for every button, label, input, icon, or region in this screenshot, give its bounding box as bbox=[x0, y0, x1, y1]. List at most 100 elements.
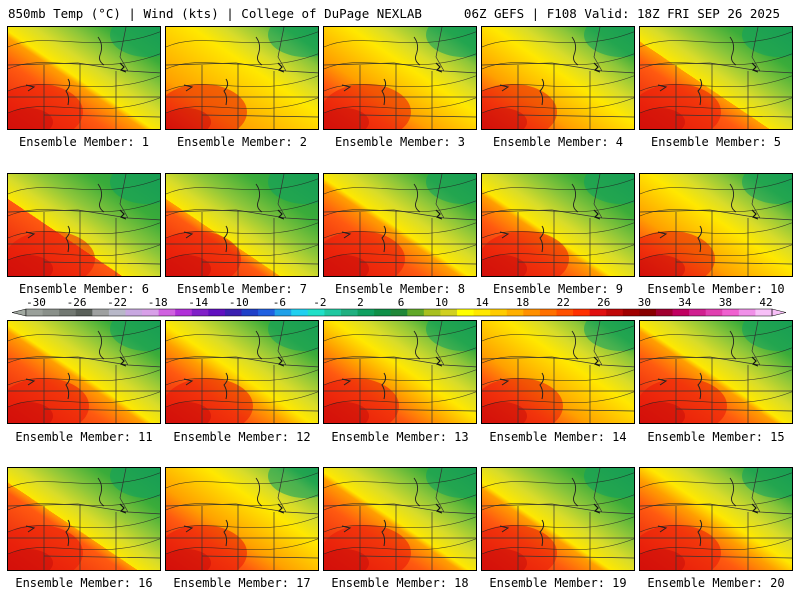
ensemble-member-map bbox=[481, 26, 635, 130]
colorbar-swatch bbox=[191, 309, 209, 316]
colorbar-swatch bbox=[622, 309, 640, 316]
colorbar-swatch bbox=[639, 309, 657, 316]
ensemble-member-map bbox=[165, 467, 319, 571]
colorbar-tick-label: 6 bbox=[398, 296, 405, 309]
colorbar-tick-label: 34 bbox=[678, 296, 692, 309]
colorbar-swatch bbox=[490, 309, 508, 316]
colorbar-swatch bbox=[506, 309, 524, 316]
ensemble-member-label: Ensemble Member: 4 bbox=[492, 135, 624, 149]
ensemble-member-map bbox=[639, 467, 793, 571]
ensemble-member-map bbox=[7, 26, 161, 130]
colorbar-swatch bbox=[407, 309, 425, 316]
ensemble-member-map bbox=[165, 26, 319, 130]
ensemble-member-label: Ensemble Member: 17 bbox=[173, 576, 311, 590]
colorbar-tick-label: 42 bbox=[759, 296, 772, 309]
colorbar-swatch bbox=[689, 309, 707, 316]
ensemble-member-map bbox=[639, 173, 793, 277]
colorbar-tick-label: 38 bbox=[719, 296, 732, 309]
ensemble-member-map bbox=[7, 173, 161, 277]
colorbar-swatch bbox=[357, 309, 375, 316]
colorbar-swatch bbox=[340, 309, 359, 316]
ensemble-member-map bbox=[165, 320, 319, 424]
colorbar-swatch bbox=[423, 309, 441, 316]
ensemble-member-label: Ensemble Member: 8 bbox=[334, 282, 466, 296]
ensemble-member-label: Ensemble Member: 12 bbox=[173, 430, 311, 444]
colorbar-swatch bbox=[573, 309, 591, 316]
ensemble-member-label: Ensemble Member: 9 bbox=[492, 282, 624, 296]
ensemble-member-map bbox=[323, 320, 477, 424]
colorbar-swatch bbox=[26, 309, 44, 316]
ensemble-member-label: Ensemble Member: 15 bbox=[647, 430, 785, 444]
ensemble-member-label: Ensemble Member: 19 bbox=[489, 576, 627, 590]
page-title: 850mb Temp (°C) | Wind (kts) | College o… bbox=[8, 6, 422, 21]
colorbar-swatch bbox=[307, 309, 325, 316]
ensemble-member-label: Ensemble Member: 7 bbox=[176, 282, 308, 296]
colorbar-swatch bbox=[258, 309, 276, 316]
ensemble-member-map bbox=[7, 320, 161, 424]
colorbar-swatch bbox=[158, 309, 176, 316]
colorbar-tick-label: -30 bbox=[26, 296, 46, 309]
colorbar-swatch bbox=[457, 309, 475, 316]
colorbar-swatch bbox=[390, 309, 408, 316]
ensemble-member-label: Ensemble Member: 20 bbox=[647, 576, 785, 590]
colorbar-swatch bbox=[374, 309, 392, 316]
colorbar-swatch bbox=[42, 309, 60, 316]
ensemble-member-map bbox=[323, 173, 477, 277]
colorbar-left-arrow bbox=[11, 308, 27, 317]
colorbar-swatch bbox=[274, 309, 292, 316]
ensemble-member-label: Ensemble Member: 6 bbox=[18, 282, 150, 296]
ensemble-member-label: Ensemble Member: 1 bbox=[18, 135, 150, 149]
colorbar-swatch bbox=[224, 309, 243, 316]
ensemble-member-map bbox=[481, 173, 635, 277]
colorbar-tick-label: 26 bbox=[597, 296, 610, 309]
colorbar-tick-label: 10 bbox=[435, 296, 448, 309]
ensemble-member-map bbox=[165, 173, 319, 277]
ensemble-member-map bbox=[639, 320, 793, 424]
colorbar-tick-label: -22 bbox=[107, 296, 127, 309]
ensemble-member-map bbox=[323, 26, 477, 130]
ensemble-member-map bbox=[481, 467, 635, 571]
ensemble-member-map bbox=[7, 467, 161, 571]
colorbar-swatch bbox=[241, 309, 259, 316]
colorbar-tick-label: 14 bbox=[475, 296, 489, 309]
colorbar-tick-label: 2 bbox=[357, 296, 364, 309]
colorbar-swatch bbox=[523, 309, 541, 316]
ensemble-member-map bbox=[323, 467, 477, 571]
colorbar-swatch bbox=[108, 309, 126, 316]
ensemble-member-label: Ensemble Member: 18 bbox=[331, 576, 469, 590]
ensemble-member-map bbox=[481, 320, 635, 424]
colorbar-swatch bbox=[589, 309, 607, 316]
colorbar-swatch bbox=[142, 309, 160, 316]
colorbar-swatch bbox=[125, 309, 143, 316]
colorbar-tick-label: -10 bbox=[229, 296, 249, 309]
ensemble-member-label: Ensemble Member: 5 bbox=[650, 135, 782, 149]
colorbar-tick-label: -26 bbox=[67, 296, 87, 309]
colorbar-swatch bbox=[705, 309, 723, 316]
colorbar-swatch bbox=[75, 309, 93, 316]
ensemble-member-label: Ensemble Member: 11 bbox=[15, 430, 153, 444]
ensemble-member-map bbox=[639, 26, 793, 130]
colorbar-tick-label: 30 bbox=[638, 296, 651, 309]
colorbar-tick-label: -6 bbox=[273, 296, 286, 309]
colorbar-swatch bbox=[59, 309, 77, 316]
colorbar-swatch bbox=[208, 309, 226, 316]
colorbar-swatch bbox=[556, 309, 574, 316]
colorbar-swatch bbox=[672, 309, 690, 316]
colorbar-swatch bbox=[291, 309, 309, 316]
colorbar-swatch bbox=[738, 309, 756, 316]
ensemble-member-label: Ensemble Member: 14 bbox=[489, 430, 627, 444]
ensemble-member-label: Ensemble Member: 16 bbox=[15, 576, 153, 590]
colorbar-right-arrow bbox=[771, 308, 787, 317]
colorbar-swatch bbox=[755, 309, 773, 316]
ensemble-member-label: Ensemble Member: 3 bbox=[334, 135, 466, 149]
colorbar-tick-label: 22 bbox=[557, 296, 570, 309]
colorbar-tick-label: -14 bbox=[188, 296, 208, 309]
ensemble-member-label: Ensemble Member: 2 bbox=[176, 135, 308, 149]
model-run-info: 06Z GEFS | F108 Valid: 18Z FRI SEP 26 20… bbox=[463, 6, 780, 21]
colorbar-swatch bbox=[440, 309, 458, 316]
colorbar-swatch bbox=[473, 309, 491, 316]
colorbar-swatch bbox=[539, 309, 557, 316]
colorbar-swatch bbox=[655, 309, 674, 316]
colorbar-swatch bbox=[324, 309, 342, 316]
ensemble-member-label: Ensemble Member: 10 bbox=[647, 282, 785, 296]
